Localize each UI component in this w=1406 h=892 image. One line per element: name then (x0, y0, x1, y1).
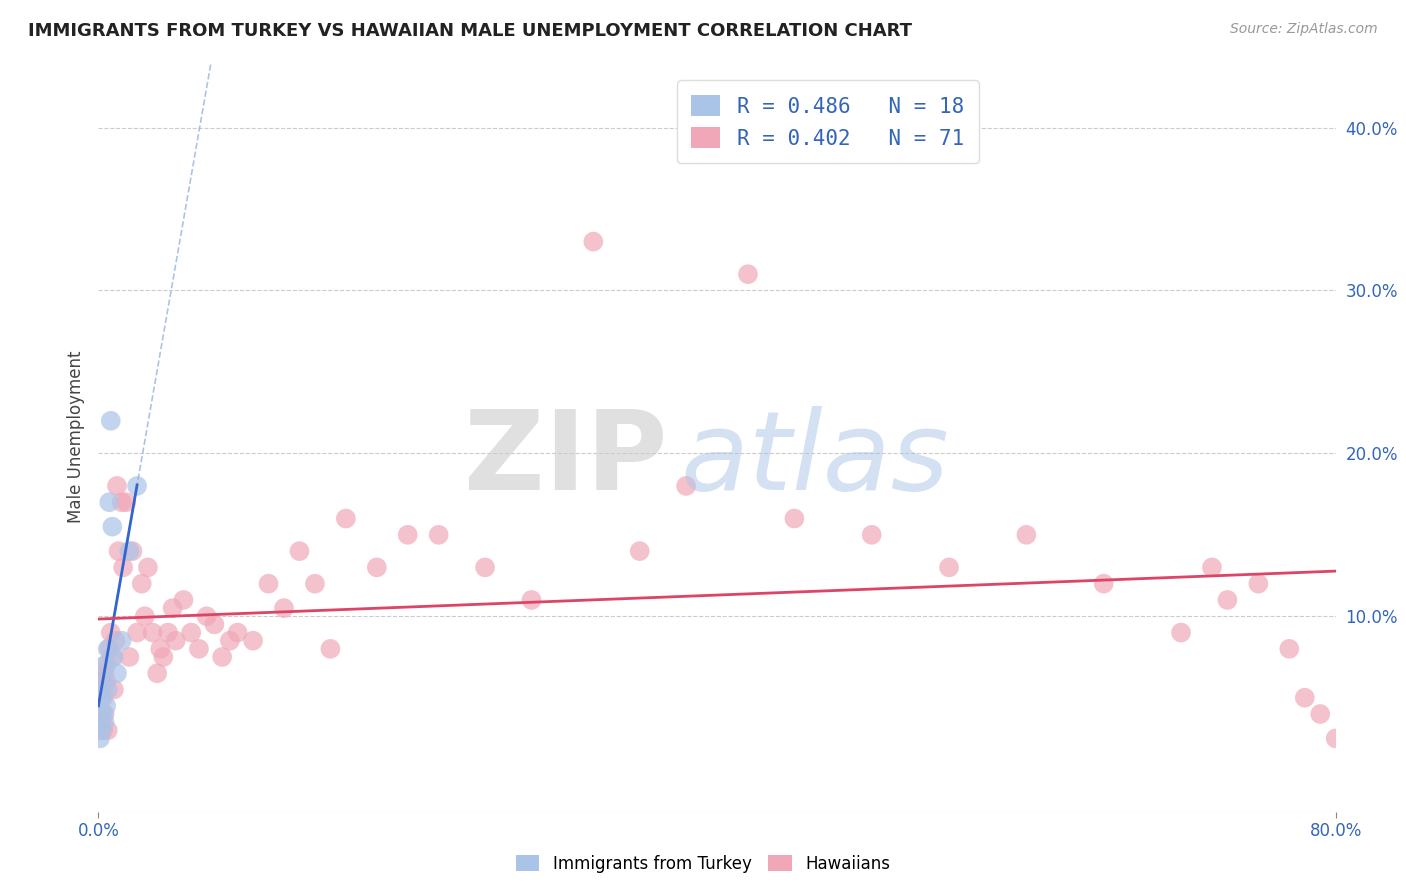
Point (273, 601, 295, 615)
Point (427, 528, 450, 542)
Point (97, 682, 120, 697)
Point (157, 625, 180, 640)
Point (89, 706, 111, 721)
Point (100, 625, 122, 640)
Point (104, 633, 127, 648)
Legend: Immigrants from Turkey, Hawaiians: Immigrants from Turkey, Hawaiians (509, 848, 897, 880)
Point (101, 519, 124, 533)
Point (1294, 690, 1316, 705)
Point (103, 650, 125, 665)
Point (288, 544, 311, 558)
Point (172, 593, 194, 607)
Point (149, 641, 172, 656)
Point (304, 576, 326, 591)
Point (89, 674, 111, 689)
Point (319, 641, 342, 656)
Point (107, 544, 129, 558)
Point (219, 633, 242, 648)
Point (91, 723, 114, 738)
Point (90, 690, 112, 705)
Point (938, 560, 960, 574)
Point (103, 682, 125, 697)
Point (111, 633, 132, 648)
Point (628, 544, 651, 558)
Point (91, 674, 114, 689)
Point (1092, 576, 1115, 591)
Point (1309, 706, 1331, 721)
Point (90, 723, 112, 738)
Point (118, 544, 141, 558)
Point (211, 650, 233, 665)
Point (97, 641, 120, 656)
Point (121, 544, 143, 558)
Point (105, 479, 128, 493)
Point (152, 650, 174, 665)
Point (1278, 641, 1301, 656)
Point (98, 495, 121, 509)
Point (89, 731, 111, 746)
Point (396, 528, 419, 542)
Point (90, 715, 112, 730)
Point (1324, 731, 1347, 746)
Point (127, 479, 149, 493)
Point (93, 706, 115, 721)
Point (134, 609, 156, 624)
Point (93, 666, 115, 681)
Point (93, 715, 115, 730)
Point (141, 625, 165, 640)
Point (90, 682, 112, 697)
Point (366, 560, 388, 574)
Y-axis label: Male Unemployment: Male Unemployment (66, 351, 84, 524)
Point (1201, 560, 1223, 574)
Point (96, 658, 118, 673)
Point (188, 641, 211, 656)
Point (91, 706, 114, 721)
Point (1247, 576, 1270, 591)
Point (195, 609, 218, 624)
Text: Source: ZipAtlas.com: Source: ZipAtlas.com (1230, 22, 1378, 37)
Point (96, 674, 118, 689)
Point (1216, 593, 1239, 607)
Point (1170, 625, 1192, 640)
Point (226, 625, 249, 640)
Point (335, 511, 357, 525)
Point (105, 666, 128, 681)
Point (127, 625, 149, 640)
Text: ZIP: ZIP (464, 406, 668, 513)
Legend: R = 0.486   N = 18, R = 0.402   N = 71: R = 0.486 N = 18, R = 0.402 N = 71 (676, 80, 979, 163)
Point (783, 511, 806, 525)
Point (96, 698, 118, 713)
Point (675, 479, 697, 493)
Point (101, 650, 124, 665)
Point (131, 576, 153, 591)
Text: IMMIGRANTS FROM TURKEY VS HAWAIIAN MALE UNEMPLOYMENT CORRELATION CHART: IMMIGRANTS FROM TURKEY VS HAWAIIAN MALE … (28, 22, 912, 40)
Point (111, 495, 132, 509)
Point (737, 267, 759, 281)
Point (180, 625, 202, 640)
Point (860, 528, 883, 542)
Point (257, 576, 280, 591)
Point (520, 593, 543, 607)
Point (93, 658, 115, 673)
Point (474, 560, 496, 574)
Text: atlas: atlas (681, 406, 949, 513)
Point (146, 666, 169, 681)
Point (165, 633, 187, 648)
Point (242, 633, 264, 648)
Point (1015, 528, 1038, 542)
Point (204, 617, 226, 632)
Point (97, 723, 120, 738)
Point (162, 601, 184, 615)
Point (100, 414, 122, 428)
Point (115, 495, 138, 509)
Point (112, 560, 135, 574)
Point (118, 650, 141, 665)
Point (91, 690, 114, 705)
Point (582, 235, 605, 249)
Point (98, 641, 121, 656)
Point (136, 560, 159, 574)
